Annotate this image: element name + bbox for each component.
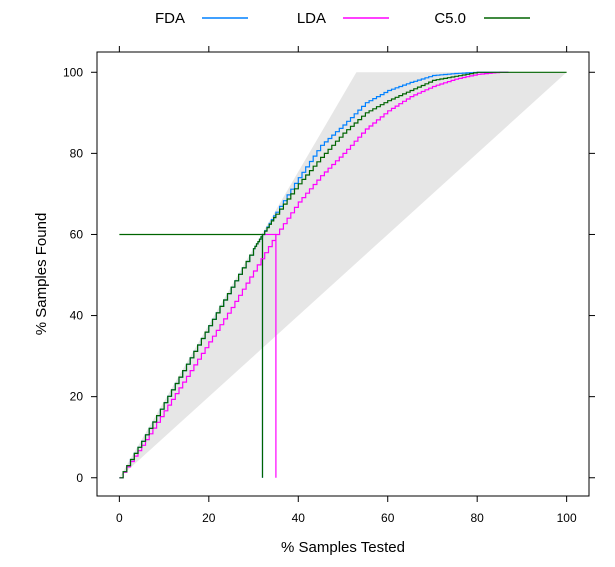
plot-frame: [96, 51, 590, 497]
legend: FDA LDA C5.0: [155, 10, 530, 27]
x-axis-label: % Samples Tested: [281, 539, 405, 556]
y-tick-label: 40: [70, 309, 84, 323]
axis-ticks: 0 20 40 60 80 100 0 20 40 60 80 100: [63, 46, 595, 525]
x-tick-label: 60: [381, 511, 395, 525]
legend-label-fda: FDA: [155, 10, 185, 27]
x-tick-label: 40: [292, 511, 306, 525]
x-tick-label: 20: [202, 511, 216, 525]
x-tick-label: 0: [116, 511, 123, 525]
y-tick-label: 0: [76, 471, 83, 485]
reference-lines-layer: [119, 233, 277, 478]
series-line-lda: [119, 71, 509, 479]
y-tick-label: 100: [63, 65, 83, 79]
reference-band-layer: [119, 72, 567, 478]
x-tick-label: 80: [471, 511, 485, 525]
watermark-text: CSDN @医学和生信笔记: [437, 540, 604, 557]
y-axis-label: % Samples Found: [33, 213, 50, 336]
y-tick-label: 80: [70, 146, 84, 160]
legend-label-lda: LDA: [297, 10, 326, 27]
legend-label-c50: C5.0: [434, 10, 466, 27]
x-tick-label: 100: [557, 511, 577, 525]
reference-band: [119, 72, 567, 478]
y-tick-label: 20: [70, 390, 84, 404]
y-tick-label: 60: [70, 227, 84, 241]
series-layer: [119, 71, 567, 479]
series-line-c50: [119, 71, 567, 479]
